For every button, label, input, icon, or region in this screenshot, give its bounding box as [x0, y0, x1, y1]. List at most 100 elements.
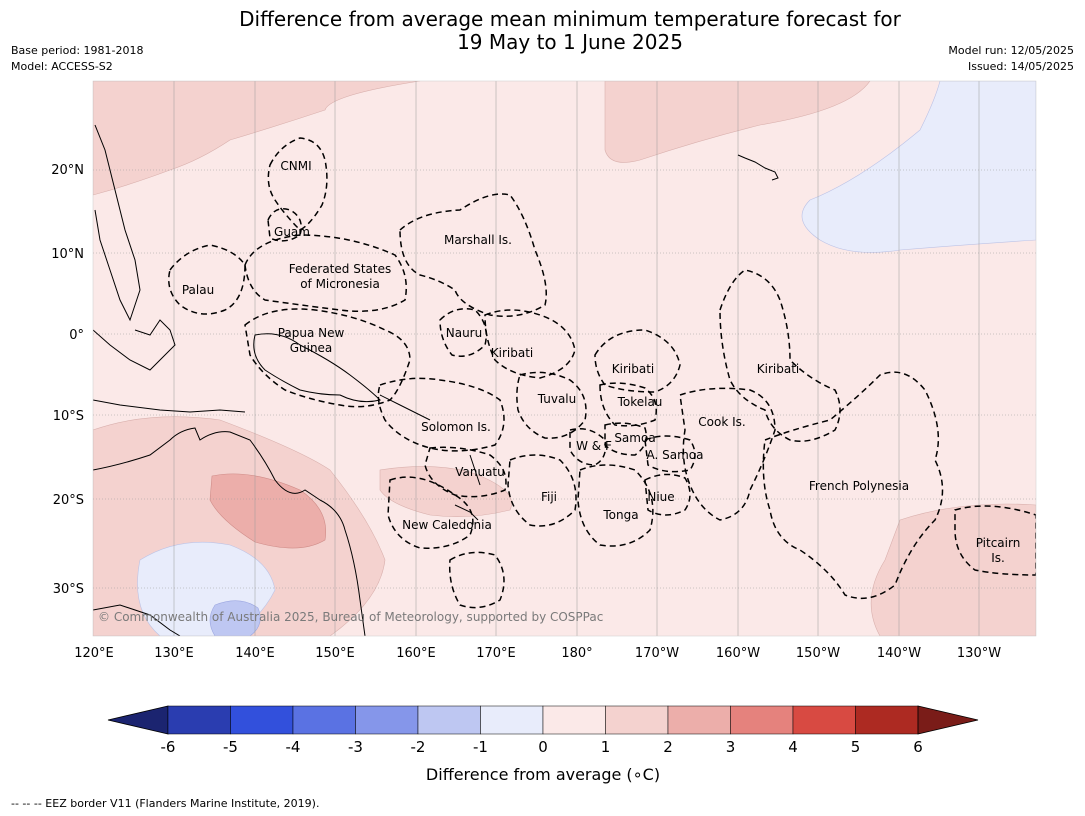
label-wallis-futuna: W & F [576, 439, 612, 453]
lat-label-20n: 20°N [51, 163, 84, 178]
colorbar-max-extension [917, 705, 979, 735]
title-line-1: Difference from average mean minimum tem… [239, 7, 901, 31]
graticule [93, 81, 1036, 636]
chart-title: Difference from average mean minimum tem… [170, 8, 970, 54]
anomaly-2-3-coral-sea [209, 473, 327, 549]
colorbar-segment [855, 705, 919, 735]
lon-label-130w: 130°W [957, 646, 1001, 661]
lon-label-170e: 170°E [476, 646, 516, 661]
colorbar-segment [230, 705, 294, 735]
colorbar-segment [730, 705, 794, 735]
lon-label-130e: 130°E [154, 646, 194, 661]
eez-tuvalu [516, 371, 587, 439]
lat-label-10n: 10°N [51, 247, 84, 262]
anomaly-1-2-northwest [93, 81, 421, 196]
eez-french-polynesia [762, 371, 944, 600]
label-cook-islands: Cook Is. [698, 415, 745, 429]
label-samoa: Samoa [614, 431, 655, 445]
label-american-samoa: A. Samoa [647, 448, 704, 462]
lat-label-20s: 20°S [53, 493, 84, 508]
label-tokelau: Tokelau [617, 395, 663, 409]
lon-label-180: 180° [561, 646, 592, 661]
colorbar-tick-label: 2 [663, 738, 673, 756]
label-fsm-line-2: of Micronesia [300, 277, 380, 291]
label-pitcairn-line-1: Pitcairn [976, 536, 1021, 550]
title-line-2: 19 May to 1 June 2025 [457, 30, 683, 54]
eez-guam [267, 208, 302, 242]
label-new-caledonia: New Caledonia [402, 518, 492, 532]
colorbar-tick-label: 5 [851, 738, 861, 756]
label-tonga: Tonga [602, 508, 638, 522]
eez-fiji [507, 454, 577, 527]
philippines-coast [94, 124, 141, 322]
colorbar-min-extension [107, 705, 169, 735]
base-period-text: Base period: 1981-2018 [11, 44, 144, 57]
eez-samoa [604, 422, 647, 456]
australia-coast [93, 427, 366, 636]
colorbar-tick-label: 1 [601, 738, 611, 756]
colorbar-tick-label: -3 [348, 738, 363, 756]
colorbar-tick-label: -2 [411, 738, 426, 756]
colorbar-segment [355, 705, 419, 735]
lat-label-30s: 30°S [53, 582, 84, 597]
eez-new-caledonia [387, 476, 474, 549]
issued-text: Issued: 14/05/2025 [967, 60, 1074, 73]
lat-label-0: 0° [69, 328, 84, 343]
colorbar-segment [542, 705, 606, 735]
colorbar: -6 -5 -4 -3 -2 -1 0 1 2 3 4 5 6 Differen… [107, 705, 979, 784]
indonesia-coast [93, 399, 246, 413]
colorbar-tick-label: 3 [726, 738, 736, 756]
lon-label-150e: 150°E [315, 646, 355, 661]
borneo-sulawesi-coast [93, 319, 176, 371]
label-niue: Niue [647, 490, 674, 504]
colorbar-segment [667, 705, 731, 735]
lon-label-160w: 160°W [716, 646, 760, 661]
anomaly-neg1-0-northeast [801, 81, 1036, 253]
colorbar-segment [167, 705, 231, 735]
colorbar-tick-label: 6 [913, 738, 923, 756]
latitude-labels: 20°N 10°N 0° 10°S 20°S 30°S [51, 163, 84, 597]
lon-label-140e: 140°E [235, 646, 275, 661]
lon-label-170w: 170°W [635, 646, 679, 661]
colorbar-ticks: -6 -5 -4 -3 -2 -1 0 1 2 3 4 5 6 [161, 738, 923, 756]
eez-borders [168, 137, 1036, 609]
model-text: Model: ACCESS-S2 [11, 60, 113, 73]
new-guinea-coast [253, 333, 381, 403]
label-kiribati-east: Kiribati [757, 362, 799, 376]
label-pitcairn-line-2: Is. [991, 551, 1005, 565]
eez-norfolk [448, 551, 505, 609]
label-kiribati-west: Kiribati [491, 346, 533, 360]
label-solomon-islands: Solomon Is. [421, 420, 491, 434]
label-marshall-islands: Marshall Is. [444, 233, 512, 247]
label-png-line-1: Papua New [278, 326, 345, 340]
map-frame [92, 80, 1037, 637]
eez-tonga [577, 464, 654, 547]
eez-wallis-futuna [569, 428, 607, 466]
colorbar-segment [605, 705, 669, 735]
colorbar-segment [417, 705, 481, 735]
eez-cook [679, 387, 776, 521]
label-nauru: Nauru [446, 326, 482, 340]
eez-cnmi [267, 137, 328, 231]
hawaii-coast [737, 154, 779, 181]
colorbar-segment [292, 705, 356, 735]
eez-tokelau [599, 382, 657, 427]
eez-american-samoa [644, 435, 696, 473]
colorbar-tick-label: -4 [286, 738, 301, 756]
meta-right: Model run: 12/05/2025 Issued: 14/05/2025 [948, 43, 1074, 75]
label-png-line-2: Guinea [290, 341, 333, 355]
longitude-labels: 120°E 130°E 140°E 150°E 160°E 170°E 180°… [74, 646, 1001, 661]
eez-niue [644, 473, 691, 516]
colorbar-tick-label: -6 [161, 738, 176, 756]
new-caledonia-coast [454, 504, 479, 521]
lat-label-10s: 10°S [53, 409, 84, 424]
colorbar-tick-label: 0 [538, 738, 548, 756]
new-zealand-coast [93, 604, 181, 636]
meta-left: Base period: 1981-2018 Model: ACCESS-S2 [11, 43, 143, 75]
region-labels: CNMI Guam Marshall Is. Federated States … [182, 159, 1020, 565]
label-tuvalu: Tuvalu [537, 392, 577, 406]
colorbar-axis-label: Difference from average (∘C) [426, 765, 660, 784]
label-fiji: Fiji [541, 490, 557, 504]
label-fsm-line-1: Federated States [289, 262, 391, 276]
